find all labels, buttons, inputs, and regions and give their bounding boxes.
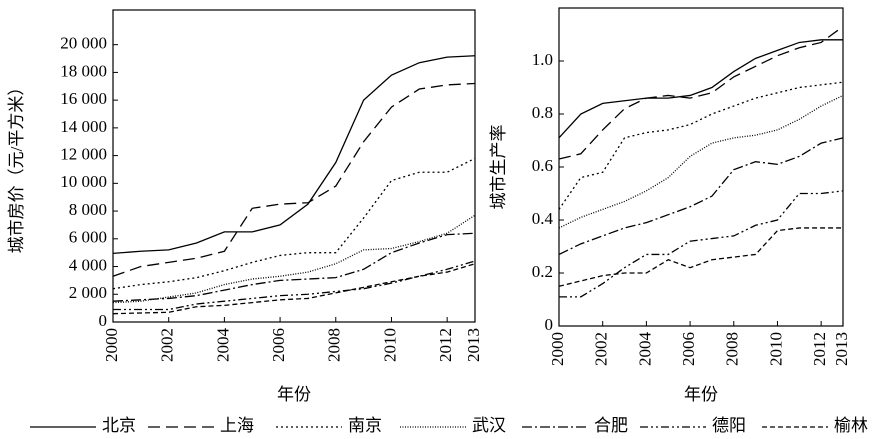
y-tick-label: 0: [545, 315, 554, 334]
series-line: [558, 26, 844, 160]
y-tick-label: 0.8: [532, 103, 553, 122]
series-line: [112, 157, 476, 290]
x-tick-label: 2004: [635, 332, 654, 367]
legend-label: 南京: [348, 416, 382, 435]
x-tick-label: 2008: [325, 328, 344, 362]
y-tick-label: 4 000: [69, 255, 107, 274]
x-tick-label: 2004: [213, 328, 232, 363]
series-line: [558, 227, 843, 287]
series-line: [558, 137, 844, 256]
y-tick-label: 12 000: [60, 145, 107, 164]
x-axis-label: 年份: [277, 385, 311, 404]
series-line: [558, 94, 844, 229]
y-tick-label: 8 000: [69, 200, 107, 219]
legend-label: 北京: [102, 416, 136, 435]
legend-label: 合肥: [594, 416, 628, 435]
x-tick-label: 2012: [810, 332, 829, 366]
x-tick-label: 2013: [464, 328, 483, 362]
y-tick-label: 20 000: [60, 34, 107, 53]
plot-frame: [558, 7, 844, 327]
y-tick-label: 0: [99, 311, 108, 330]
series-line: [558, 81, 844, 210]
y-tick-label: 14 000: [60, 117, 107, 136]
y-tick-label: 16 000: [60, 89, 107, 108]
x-tick-label: 2002: [592, 332, 611, 366]
series-line: [113, 260, 476, 311]
plot-frame: [112, 9, 476, 323]
y-axis-label: 城市房价（元/平方米）: [7, 79, 26, 254]
series-line: [112, 214, 476, 304]
y-tick-label: 18 000: [60, 61, 107, 80]
y-tick-label: 10 000: [60, 172, 107, 191]
legend-label: 上海: [220, 416, 254, 435]
x-tick-label: 2013: [832, 332, 851, 366]
series-line: [112, 232, 476, 302]
y-tick-label: 0.2: [532, 262, 553, 281]
series-line: [558, 39, 843, 139]
series-line: [112, 263, 476, 315]
x-tick-label: 2000: [102, 328, 121, 362]
legend-label: 武汉: [472, 416, 506, 435]
x-tick-label: 2002: [158, 328, 177, 362]
x-tick-label: 2000: [548, 332, 567, 366]
y-axis-label: 城市生产率: [489, 125, 508, 210]
y-tick-label: 0.4: [532, 209, 554, 228]
y-tick-label: 2 000: [69, 283, 107, 302]
series-line: [559, 190, 844, 298]
legend-label: 德阳: [712, 416, 746, 435]
x-tick-label: 2006: [679, 332, 698, 366]
series-line: [112, 82, 476, 277]
y-tick-label: 1.0: [532, 50, 553, 69]
x-tick-label: 2006: [269, 328, 288, 362]
y-tick-label: 0.6: [532, 156, 553, 175]
x-axis-label: 年份: [684, 385, 718, 404]
x-tick-label: 2010: [380, 328, 399, 362]
x-tick-label: 2012: [436, 328, 455, 362]
x-tick-label: 2008: [723, 332, 742, 366]
y-tick-label: 6 000: [69, 228, 107, 247]
legend-label: 榆林: [834, 416, 868, 435]
x-tick-label: 2010: [766, 332, 785, 366]
series-line: [112, 55, 476, 255]
